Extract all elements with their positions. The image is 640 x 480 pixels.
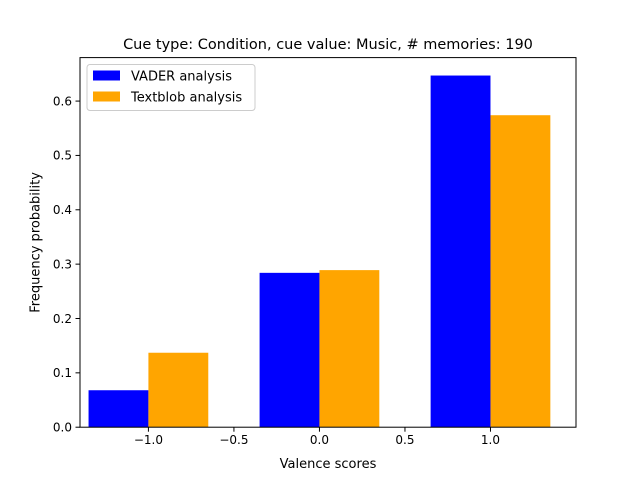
x-tick-label: −0.5 [219, 433, 248, 447]
legend-label-vader: VADER analysis [131, 70, 232, 85]
y-tick-label: 0.3 [53, 257, 72, 271]
x-axis-label: Valence scores [280, 457, 377, 472]
x-tick-label: 1.0 [481, 433, 500, 447]
y-tick-label: 0.1 [53, 366, 72, 380]
y-axis-label: Frequency probability [29, 172, 44, 313]
x-tick-label: 0.0 [310, 433, 329, 447]
bar-textblob-1 [319, 270, 380, 428]
legend-swatch-vader [93, 70, 120, 81]
y-tick-label: 0.5 [53, 149, 72, 163]
y-axis-ticks: 0.0 0.1 0.2 0.3 0.4 0.5 0.6 [53, 94, 80, 435]
x-axis-ticks: −1.0 −0.5 0.0 0.5 1.0 [134, 427, 500, 447]
legend: VADER analysis Textblob analysis [86, 64, 256, 111]
chart-title: Cue type: Condition, cue value: Music, #… [123, 37, 533, 53]
bar-textblob-0 [148, 352, 209, 428]
bar-textblob-2 [490, 115, 551, 428]
bar-vader-0 [88, 390, 149, 428]
x-tick-label: −1.0 [134, 433, 163, 447]
y-tick-label: 0.6 [53, 94, 72, 108]
legend-label-textblob: Textblob analysis [130, 91, 242, 106]
legend-swatch-textblob [93, 91, 120, 102]
legend-frame [86, 64, 256, 111]
bars-layer [88, 75, 551, 428]
y-tick-label: 0.2 [53, 312, 72, 326]
bar-vader-2 [430, 75, 491, 428]
y-tick-label: 0.4 [53, 203, 72, 217]
y-tick-label: 0.0 [53, 421, 72, 435]
plot-frame [79, 57, 577, 428]
bar-vader-1 [259, 272, 320, 428]
x-tick-label: 0.5 [395, 433, 414, 447]
